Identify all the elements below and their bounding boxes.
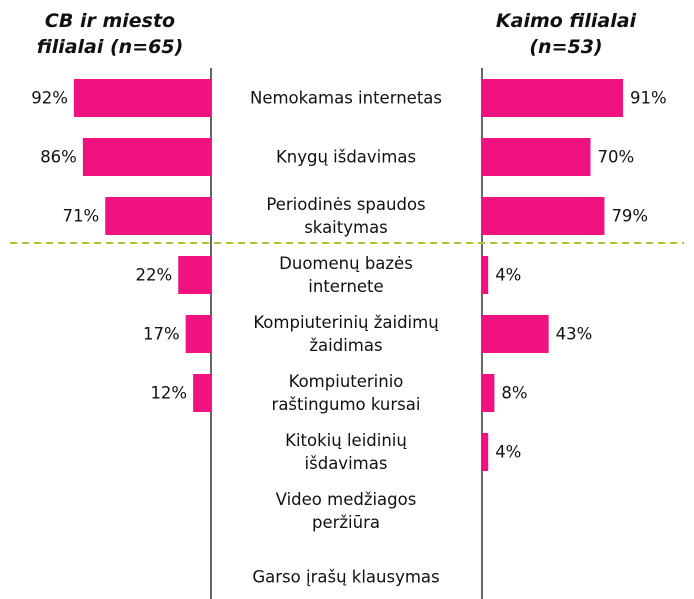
legend-title: Kaimo filialai (n=53) xyxy=(495,10,637,58)
value-label: 86% xyxy=(40,147,77,167)
bar xyxy=(482,79,624,117)
bar xyxy=(105,197,211,235)
bar xyxy=(482,315,549,353)
category-label: Garso įrašų klausymas xyxy=(252,567,440,587)
value-label: 8% xyxy=(501,383,528,403)
category-label: Duomenų bazės internete xyxy=(279,254,413,296)
category-label: Nemokamas internetas xyxy=(249,88,442,108)
category-label: Kompiuterinių žaidimų žaidimas xyxy=(253,313,439,355)
bar xyxy=(482,374,495,412)
category-label: Video medžiagos peržiūra xyxy=(275,490,417,532)
bar xyxy=(82,138,211,176)
value-label: 79% xyxy=(611,206,649,226)
bar xyxy=(482,256,489,294)
value-label: 91% xyxy=(630,88,667,108)
category-label: Kompiuterinio raštingumo kursai xyxy=(271,372,421,414)
category-label: Kitokių leidinių išdavimas xyxy=(285,431,407,473)
bar xyxy=(482,138,591,176)
bar xyxy=(193,374,211,412)
value-label: 43% xyxy=(555,324,593,344)
value-label: 17% xyxy=(142,324,180,344)
bar xyxy=(73,79,211,117)
value-label: 22% xyxy=(135,265,173,285)
bar xyxy=(185,315,211,353)
value-label: 12% xyxy=(150,383,188,403)
value-label: 92% xyxy=(31,88,68,108)
bar xyxy=(482,433,489,471)
legend-title: CB ir miesto filialai (n=65) xyxy=(36,10,184,58)
category-label: Knygų išdavimas xyxy=(275,147,417,167)
value-label: 4% xyxy=(495,442,522,462)
value-label: 70% xyxy=(597,147,635,167)
bar xyxy=(482,197,605,235)
value-label: 4% xyxy=(495,265,522,285)
bar xyxy=(178,256,211,294)
value-label: 71% xyxy=(62,206,100,226)
category-label: Periodinės spaudos skaitymas xyxy=(266,195,426,237)
